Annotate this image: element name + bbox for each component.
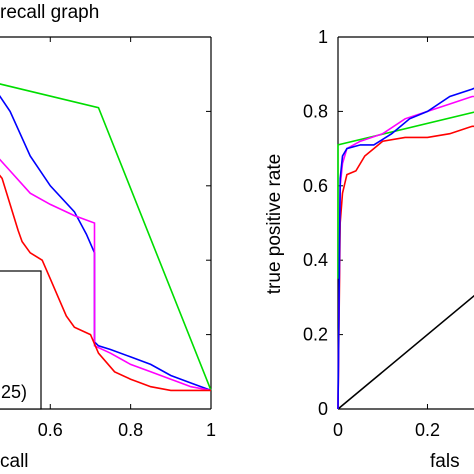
roc-x-axis-label: fals (430, 451, 460, 472)
pr-series-line-3 (0, 174, 211, 392)
pr-x-axis-label: call (0, 451, 29, 472)
roc-plot: fals true positive rate 0 0.2 0.4 0.6 0.8 1 0 0… (264, 27, 474, 472)
roc-y-tick-label-4: 0.8 (303, 101, 328, 121)
pr-plot-title: recall graph (0, 2, 99, 23)
roc-series-line-4 (337, 87, 474, 410)
pr-x-tick-label-0: 0.6 (38, 420, 63, 440)
pr-series-line-0 (0, 83, 212, 391)
roc-y-tick-label-5: 1 (318, 27, 328, 47)
roc-y-tick-label-1: 0.2 (303, 325, 328, 345)
roc-y-tick-label-2: 0.4 (303, 250, 328, 270)
roc-x-tick-label-1: 0.2 (415, 420, 440, 440)
roc-y-tick-label-3: 0.6 (303, 176, 328, 196)
pr-legend-text: 25) (1, 382, 27, 402)
roc-series-line-0 (337, 294, 474, 410)
roc-series-line-2 (337, 125, 474, 410)
roc-x-tick-label-0: 0 (333, 420, 343, 440)
pr-plot: recall graph call 0.6 0.8 1 25) (0, 2, 216, 472)
pr-legend-box (0, 270, 42, 410)
roc-y-tick-label-0: 0 (318, 399, 328, 419)
roc-y-axis-label: true positive rate (264, 154, 285, 294)
pr-x-tick-label-2: 1 (206, 420, 216, 440)
pr-x-tick-label-1: 0.8 (118, 420, 143, 440)
roc-series-line-1 (337, 111, 474, 279)
